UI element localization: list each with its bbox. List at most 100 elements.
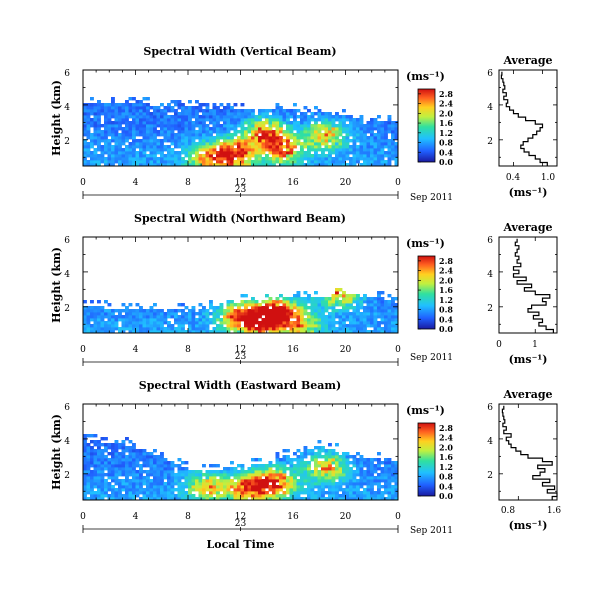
heatmap-cell [279, 109, 283, 113]
heatmap-cell [387, 139, 392, 143]
heatmap-cell [135, 157, 140, 161]
heatmap-cell [366, 130, 371, 134]
heatmap-cell [97, 115, 101, 119]
heatmap-cell [181, 106, 185, 110]
heatmap-cell [83, 497, 87, 501]
heatmap-cell [170, 470, 175, 474]
heatmap-cell [146, 321, 150, 325]
heatmap-cell [111, 130, 115, 134]
heatmap-cell [377, 154, 381, 158]
heatmap-cell [258, 157, 262, 161]
heatmap-cell [251, 494, 255, 498]
heatmap-cell [272, 306, 276, 310]
heatmap-cell [184, 461, 189, 465]
heatmap-cell [205, 127, 210, 131]
heatmap-cell [310, 324, 315, 328]
heatmap-cell [212, 312, 217, 316]
heatmap-cell [282, 485, 287, 489]
heatmap-cell [282, 482, 287, 486]
heatmap-cell [314, 318, 318, 322]
heatmap-cell [216, 473, 220, 477]
heatmap-cell [216, 315, 220, 319]
heatmap-cell [394, 330, 399, 334]
heatmap-cell [139, 157, 143, 161]
heatmap-cell [380, 330, 385, 334]
heatmap-cell [293, 497, 297, 501]
heatmap-cell [100, 148, 105, 152]
heatmap-cell [153, 142, 157, 146]
heatmap-cell [93, 130, 98, 134]
heatmap-cell [293, 306, 297, 310]
heatmap-cell [268, 151, 273, 155]
heatmap-cell [265, 473, 269, 477]
heatmap-cell [160, 476, 164, 480]
heatmap-cell [188, 491, 192, 495]
heatmap-cell [352, 142, 357, 146]
heatmap-cell [174, 163, 178, 167]
heatmap-cell [387, 497, 392, 501]
heatmap-cell [167, 464, 171, 468]
heatmap-cell [188, 321, 192, 325]
heatmap-cell [258, 491, 262, 495]
heatmap-cell [128, 321, 133, 325]
heatmap-cell [97, 491, 101, 495]
heatmap-cell [121, 163, 126, 167]
heatmap-cell [128, 133, 133, 137]
heatmap-cell [251, 124, 255, 128]
heatmap-cell [244, 482, 248, 486]
heatmap-cell [387, 327, 392, 331]
heatmap-cell [142, 482, 147, 486]
heatmap-cell [118, 485, 122, 489]
heatmap-cell [212, 470, 217, 474]
heatmap-cell [142, 115, 147, 119]
y-tick-label: 2 [64, 471, 70, 481]
heatmap-cell [356, 473, 360, 477]
heatmap-cell [300, 133, 304, 137]
heatmap-cell [300, 115, 304, 119]
heatmap-cell [86, 163, 91, 167]
heatmap-cell [216, 118, 220, 122]
heatmap-cell [254, 312, 259, 316]
heatmap-cell [205, 494, 210, 498]
heatmap-cell [317, 136, 322, 140]
heatmap-cell [373, 324, 378, 328]
heatmap-cell [188, 154, 192, 158]
heatmap-cell [275, 476, 280, 480]
heatmap-cell [223, 115, 227, 119]
heatmap-cell [321, 455, 325, 459]
heatmap-cell [160, 318, 164, 322]
heatmap-cell [338, 318, 343, 322]
heatmap-cell [342, 300, 346, 304]
heatmap-cell [380, 494, 385, 498]
heatmap-cell [90, 300, 94, 304]
heatmap-cell [247, 115, 252, 119]
heatmap-cell [146, 497, 150, 501]
heatmap-cell [237, 142, 241, 146]
x-tick-label: 8 [185, 178, 191, 188]
heatmap-cell [93, 443, 98, 447]
heatmap-cell [223, 148, 227, 152]
heatmap-cell [184, 321, 189, 325]
heatmap-cell [345, 151, 350, 155]
heatmap-cell [240, 127, 245, 131]
heatmap-cell [286, 109, 290, 113]
heatmap-cell [111, 127, 115, 131]
heatmap-cell [335, 315, 339, 319]
heatmap-cell [202, 306, 206, 310]
colorbar [417, 255, 436, 330]
heatmap-cell [132, 491, 136, 495]
heatmap-cell [121, 115, 126, 119]
heatmap-cell [384, 327, 388, 331]
heatmap-cell [349, 115, 353, 119]
heatmap-cell [237, 124, 241, 128]
heatmap-cell [268, 157, 273, 161]
heatmap-cell [328, 121, 332, 125]
panel-title: Spectral Width (Eastward Beam) [139, 379, 341, 392]
heatmap-cell [153, 467, 157, 471]
heatmap-cell [212, 157, 217, 161]
heatmap-cell [317, 306, 322, 310]
heatmap-cell [216, 136, 220, 140]
heatmap-cell [174, 100, 178, 104]
heatmap-cell [90, 160, 94, 164]
heatmap-cell [342, 139, 346, 143]
